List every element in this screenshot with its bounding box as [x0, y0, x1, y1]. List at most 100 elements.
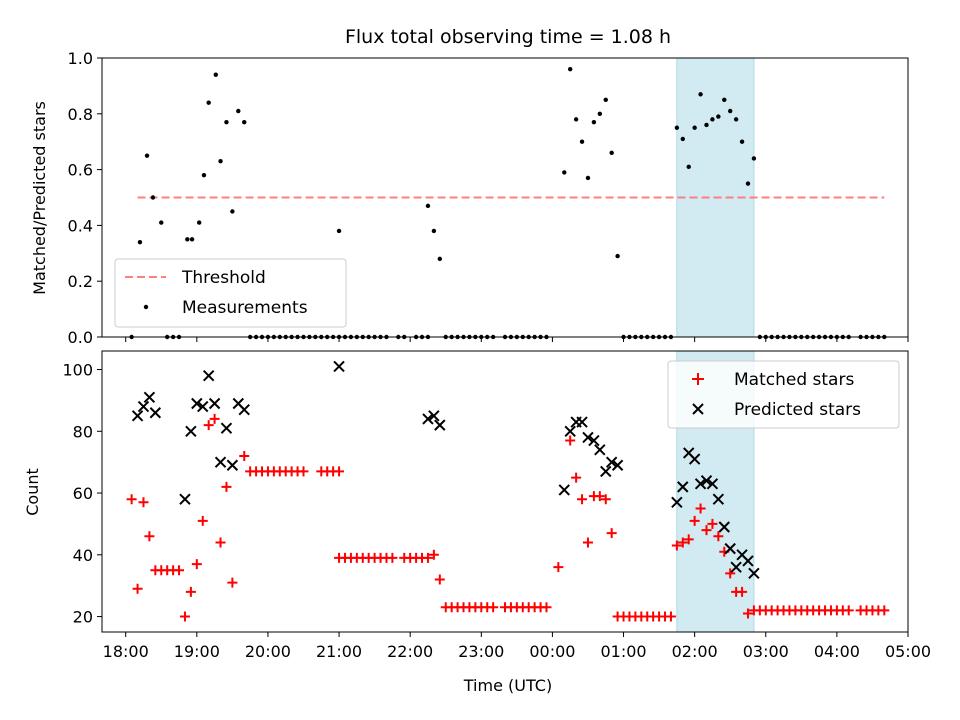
x-tick-label: 04:00 [814, 642, 860, 661]
matched-star-point [665, 611, 676, 622]
matched-star-point [488, 602, 499, 613]
predicted-star-point [600, 465, 612, 478]
matched-star-point [191, 559, 202, 570]
measurement-point [722, 97, 727, 103]
ratio-legend: Threshold Measurements [114, 258, 347, 328]
count-panel-ylabel: Count [23, 468, 42, 516]
measurement-point [196, 220, 202, 225]
matched-star-point [185, 586, 196, 597]
matched-star-point [541, 602, 552, 613]
x-tick-label: 02:00 [672, 642, 718, 661]
measurements-legend-marker [143, 304, 149, 310]
x-tick-label: 22:00 [387, 642, 433, 661]
measurement-point [597, 111, 603, 117]
predicted-star-point [724, 542, 736, 555]
x-tick-label: 05:00 [885, 642, 931, 661]
predicted-star-point [712, 493, 725, 505]
measurement-point [425, 203, 431, 209]
matched-star-point [227, 577, 238, 588]
measurement-point [615, 253, 620, 259]
x-axis-label: Time (UTC) [463, 676, 552, 695]
predicted-star-point [576, 416, 588, 428]
measurement-point [224, 119, 229, 125]
matched-star-point [695, 503, 706, 514]
matched-star-point [582, 537, 593, 548]
threshold-legend-label: Threshold [181, 268, 266, 288]
predicted-star-point [434, 419, 446, 431]
matched-star-point [594, 491, 605, 502]
x-tick-label: 19:00 [174, 642, 220, 661]
measurement-point [686, 164, 691, 170]
matched-star-point [701, 525, 712, 536]
matched-star-point [737, 586, 748, 597]
matched-star-point [843, 605, 854, 616]
matched-star-point [553, 562, 564, 573]
predicted-star-point [214, 456, 227, 468]
measurement-point [692, 125, 697, 130]
measurement-point [437, 256, 443, 262]
measurement-point [150, 195, 156, 200]
count-ytick-label: 20 [73, 608, 93, 627]
predicted-star-point [588, 434, 600, 447]
measurement-point [609, 150, 614, 156]
predicted-star-point [333, 360, 345, 373]
measurement-point [579, 139, 585, 144]
measurement-point [236, 108, 241, 114]
measurement-point [213, 72, 218, 77]
measurement-point [739, 139, 745, 144]
count-legend-box [667, 360, 900, 429]
ratio-ytick-label: 0.6 [68, 161, 93, 180]
predicted-star-point [422, 413, 434, 425]
x-tick-label: 23:00 [458, 642, 504, 661]
measurement-point [185, 237, 190, 242]
measurement-point [573, 117, 579, 122]
matched-star-point [571, 472, 582, 483]
matched-star-point [239, 450, 250, 461]
matched-star-point [209, 413, 220, 424]
predicted-star-point [582, 431, 594, 444]
measurement-point [567, 66, 573, 72]
count-ytick-label: 60 [73, 484, 93, 503]
measurement-point [218, 159, 223, 164]
measurement-point [242, 119, 247, 125]
predicted-star-point [558, 484, 570, 496]
predicted-star-point [137, 400, 150, 413]
count-ytick-label: 100 [62, 361, 93, 380]
measurement-point [137, 239, 143, 245]
predicted-star-point [718, 521, 730, 533]
x-tick-label: 20:00 [245, 642, 291, 661]
measurement-point [562, 170, 567, 175]
matched-star-point [671, 540, 682, 551]
matched-star-point [179, 611, 190, 622]
x-tick-label: 03:00 [743, 642, 789, 661]
matched-star-point [606, 528, 617, 539]
measurement-point [206, 100, 211, 105]
matched-star-point [707, 518, 718, 529]
measurement-point [591, 119, 597, 125]
predicted-star-point [694, 478, 707, 490]
predicted-star-point [208, 397, 221, 410]
matched-star-point [689, 515, 700, 526]
measurement-point [674, 125, 680, 130]
measurement-point [603, 97, 608, 103]
ratio-panel-frame [101, 57, 909, 338]
ratio-panel-ylabel: Matched/Predicted stars [30, 101, 49, 295]
count-legend: Matched stars Predicted stars [667, 360, 900, 429]
predicted-star-point [688, 453, 701, 465]
ratio-ytick-label: 1.0 [68, 49, 93, 68]
predicted-star-point [730, 561, 742, 573]
measurement-point [716, 114, 721, 119]
matched-star-point [215, 537, 226, 548]
predicted-star-point [220, 422, 233, 434]
count-panel: 20 40 60 80 100 18:00 19:00 20:00 21:00 22:00 23:… [23, 350, 931, 695]
matched-legend-label: Matched stars [734, 370, 854, 390]
predicted-star-point [131, 410, 144, 422]
matched-star-point [144, 531, 155, 542]
measurement-point [201, 172, 207, 178]
measurement-point [710, 117, 715, 122]
ratio-panel: 0.0 0.2 0.4 0.6 0.8 1.0 Matched/Predicted sta… [30, 49, 909, 347]
matched-star-point [138, 497, 149, 508]
predicted-star-point [671, 496, 683, 509]
matched-star-point [600, 494, 611, 505]
measurement-point [159, 220, 164, 225]
